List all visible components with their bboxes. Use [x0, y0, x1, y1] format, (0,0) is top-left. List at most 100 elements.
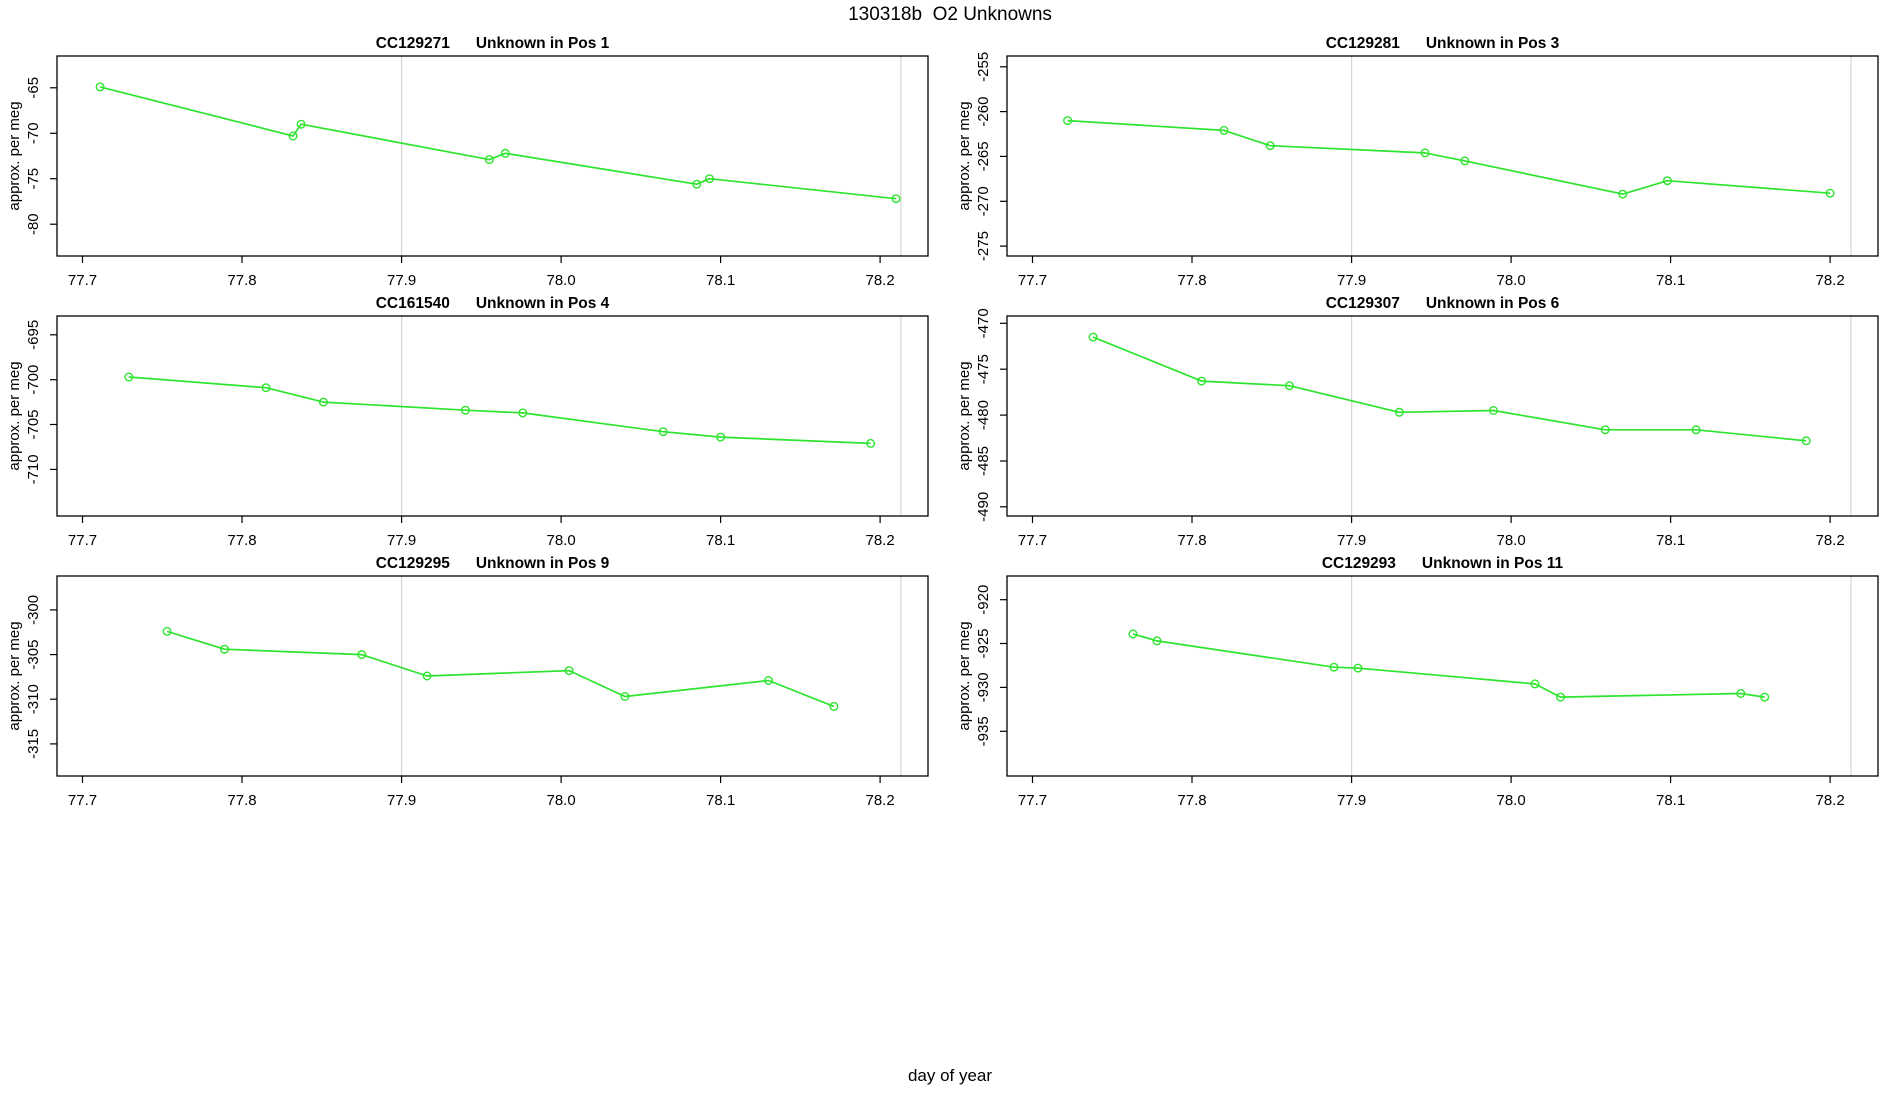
- data-point-marker: [716, 432, 726, 442]
- data-point-marker: [891, 194, 901, 204]
- data-point-marker: [1618, 189, 1628, 199]
- data-point-marker: [95, 82, 105, 92]
- data-point-marker: [357, 650, 367, 660]
- y-tick-label: -475: [975, 354, 992, 384]
- data-line: [1067, 119, 1831, 195]
- data-line: [166, 630, 835, 708]
- y-tick-label: -935: [975, 716, 992, 746]
- x-tick-label: 77.9: [387, 272, 416, 289]
- data-point-marker: [1760, 692, 1770, 702]
- y-tick-label: -70: [25, 122, 42, 144]
- y-tick-label: -315: [25, 729, 42, 759]
- data-point-marker: [1420, 148, 1430, 158]
- x-tick-label: 78.0: [546, 532, 575, 549]
- data-point-marker: [1825, 188, 1835, 198]
- data-point-marker: [261, 383, 271, 393]
- y-tick-label: -265: [975, 141, 992, 171]
- data-point-marker: [460, 405, 470, 415]
- data-point-marker: [1530, 679, 1540, 689]
- data-point-marker: [1152, 636, 1162, 646]
- x-tick-label: 78.1: [706, 272, 735, 289]
- data-point-marker: [518, 408, 528, 418]
- x-tick-label: 78.2: [865, 792, 894, 809]
- y-tick-label: -275: [975, 231, 992, 261]
- x-tick-label: 78.1: [1656, 272, 1685, 289]
- plot-box: [56, 55, 929, 257]
- y-axis-label: approx. per meg: [6, 361, 23, 470]
- y-axis-label: approx. per meg: [6, 101, 23, 210]
- data-point-marker: [1489, 405, 1499, 415]
- data-point-marker: [422, 671, 432, 681]
- x-axis-label: day of year: [907, 1066, 993, 1085]
- y-tick-label: -305: [25, 640, 42, 670]
- data-point-marker: [1736, 688, 1746, 698]
- x-tick-label: 77.9: [1337, 792, 1366, 809]
- data-point-marker: [1662, 176, 1672, 186]
- data-point-marker: [1600, 425, 1610, 435]
- subplot-title: CC161540 Unknown in Pos 4: [376, 295, 610, 312]
- y-tick-label: -920: [975, 585, 992, 615]
- y-tick-label: -930: [975, 672, 992, 702]
- data-point-marker: [1197, 376, 1207, 386]
- y-tick-label: -695: [25, 320, 42, 350]
- data-point-marker: [219, 644, 229, 654]
- x-tick-label: 77.9: [387, 792, 416, 809]
- x-tick-label: 78.1: [1656, 792, 1685, 809]
- subplot-container-pos-6: 77.7 77.8 77.9 78.0 78.1 78.2 -470 -475 -480 -485…: [950, 290, 1900, 550]
- x-tick-label: 77.8: [227, 792, 256, 809]
- subplot-title: CC129307 Unknown in Pos 6: [1326, 295, 1560, 312]
- x-tick-label: 78.1: [706, 792, 735, 809]
- subplot-unknown-pos-11: 77.7 77.8 77.9 78.0 78.1 78.2 -920 -925 -930 -935…: [956, 555, 1879, 809]
- x-tick-label: 77.7: [1018, 532, 1047, 549]
- plot-box: [1006, 315, 1879, 517]
- x-tick-label: 78.2: [1815, 792, 1844, 809]
- data-point-marker: [1329, 662, 1339, 672]
- data-point-marker: [296, 119, 306, 129]
- data-point-marker: [1219, 125, 1229, 135]
- subplot-container-pos-9: 77.7 77.8 77.9 78.0 78.1 78.2 -300 -305 -310 -315…: [0, 550, 950, 810]
- data-point-marker: [124, 372, 134, 382]
- x-tick-label: 77.8: [1177, 792, 1206, 809]
- x-tick-label: 78.0: [1496, 272, 1525, 289]
- x-tick-label: 77.7: [68, 532, 97, 549]
- y-tick-label: -925: [975, 628, 992, 658]
- data-point-marker: [162, 626, 172, 636]
- data-point-marker: [866, 438, 876, 448]
- y-tick-label: -65: [25, 77, 42, 99]
- subplot-title: CC129281 Unknown in Pos 3: [1326, 35, 1560, 52]
- x-tick-label: 77.7: [68, 792, 97, 809]
- data-point-marker: [484, 155, 494, 165]
- data-point-marker: [1128, 629, 1138, 639]
- data-point-marker: [829, 701, 839, 711]
- y-axis-label: approx. per meg: [6, 621, 23, 730]
- figure-title: 130318b O2 Unknowns: [848, 4, 1052, 25]
- plot-box: [1006, 575, 1879, 777]
- y-tick-label: -700: [25, 365, 42, 395]
- data-point-marker: [692, 179, 702, 189]
- subplot-title: CC129295 Unknown in Pos 9: [376, 555, 610, 572]
- x-tick-label: 78.2: [865, 272, 894, 289]
- y-tick-label: -80: [25, 213, 42, 235]
- x-tick-label: 77.9: [387, 532, 416, 549]
- y-tick-label: -480: [975, 400, 992, 430]
- subplot-unknown-pos-9: 77.7 77.8 77.9 78.0 78.1 78.2 -300 -305 -310 -315…: [6, 555, 929, 809]
- subplot-unknown-pos-3: 77.7 77.8 77.9 78.0 78.1 78.2 -255 -260 -265 -270…: [956, 35, 1879, 289]
- data-point-marker: [318, 397, 328, 407]
- subplot-container-pos-1: 77.7 77.8 77.9 78.0 78.1 78.2 -65 -70 -75 -80 appr…: [0, 30, 950, 290]
- x-tick-label: 78.0: [1496, 532, 1525, 549]
- x-tick-label: 78.2: [1815, 532, 1844, 549]
- x-tick-label: 78.2: [865, 532, 894, 549]
- y-axis-label: approx. per meg: [956, 361, 973, 470]
- data-line: [99, 86, 897, 200]
- data-point-marker: [1460, 156, 1470, 166]
- y-tick-label: -270: [975, 186, 992, 216]
- x-tick-label: 77.7: [1018, 792, 1047, 809]
- plot-box: [56, 315, 929, 517]
- x-tick-label: 78.0: [546, 792, 575, 809]
- x-tick-label: 77.7: [1018, 272, 1047, 289]
- x-tick-label: 78.0: [546, 272, 575, 289]
- subplot-container-pos-3: 77.7 77.8 77.9 78.0 78.1 78.2 -255 -260 -265 -270…: [950, 30, 1900, 290]
- plot-box: [56, 575, 929, 777]
- y-tick-label: -490: [975, 492, 992, 522]
